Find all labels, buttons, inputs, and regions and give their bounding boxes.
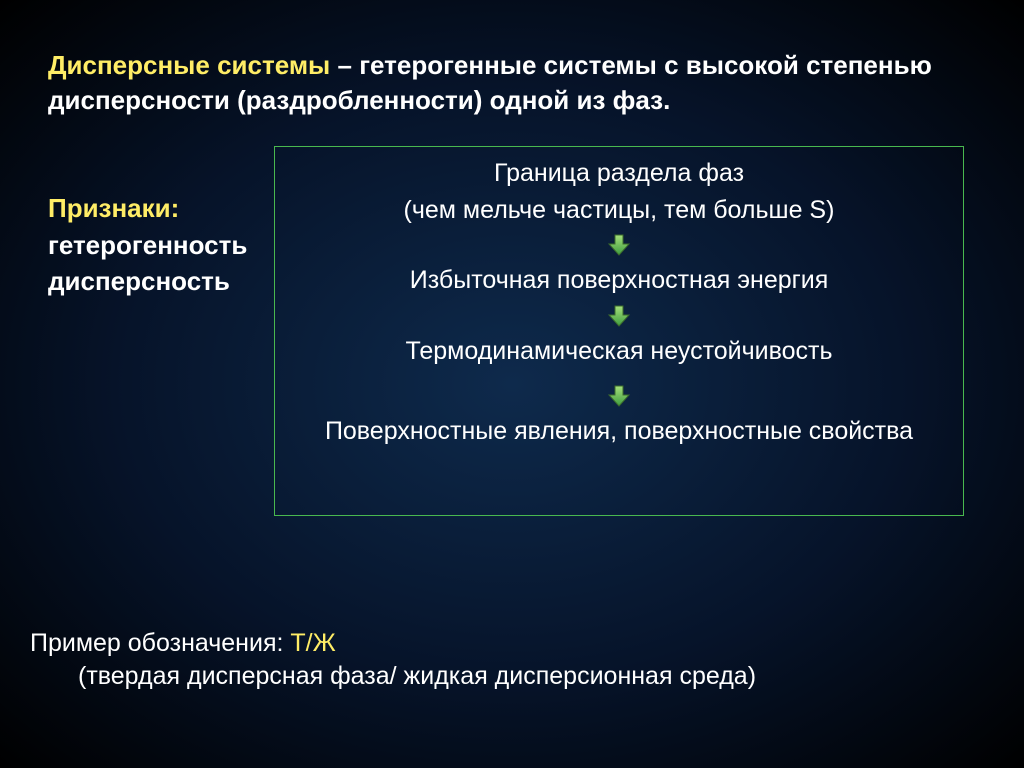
flow-step-4: Термодинамическая неустойчивость [406, 335, 833, 368]
flow-step-5: Поверхностные явления, поверхностные сво… [325, 415, 913, 448]
example-label: Пример обозначения: [30, 629, 290, 657]
definition-paragraph: Дисперсные системы – гетерогенные систем… [48, 48, 984, 118]
signs-line-2: дисперсность [48, 263, 247, 299]
signs-label: Признаки: [48, 190, 247, 226]
arrow-down-icon [607, 305, 631, 327]
example-block: Пример обозначения: Т/Ж (твердая дисперс… [30, 627, 756, 695]
flow-step-3: Избыточная поверхностная энергия [410, 264, 829, 297]
definition-term: Дисперсные системы [48, 50, 330, 80]
signs-block: Признаки: гетерогенность дисперсность [48, 190, 247, 299]
example-explain: (твердая дисперсная фаза/ жидкая дисперс… [78, 660, 756, 694]
flow-step-1: Граница раздела фаз [494, 157, 744, 190]
signs-line-1: гетерогенность [48, 227, 247, 263]
flow-step-2: (чем мельче частицы, тем больше S) [404, 194, 835, 227]
example-line-1: Пример обозначения: Т/Ж [30, 627, 756, 661]
example-notation: Т/Ж [290, 629, 335, 657]
flow-box: Граница раздела фаз (чем мельче частицы,… [274, 146, 964, 516]
slide: Дисперсные системы – гетерогенные систем… [0, 0, 1024, 768]
definition-connector: – [330, 50, 359, 80]
arrow-down-icon [607, 234, 631, 256]
flow-box-inner: Граница раздела фаз (чем мельче частицы,… [275, 147, 963, 462]
arrow-down-icon [607, 385, 631, 407]
mid-row: Признаки: гетерогенность дисперсность Гр… [48, 146, 984, 516]
